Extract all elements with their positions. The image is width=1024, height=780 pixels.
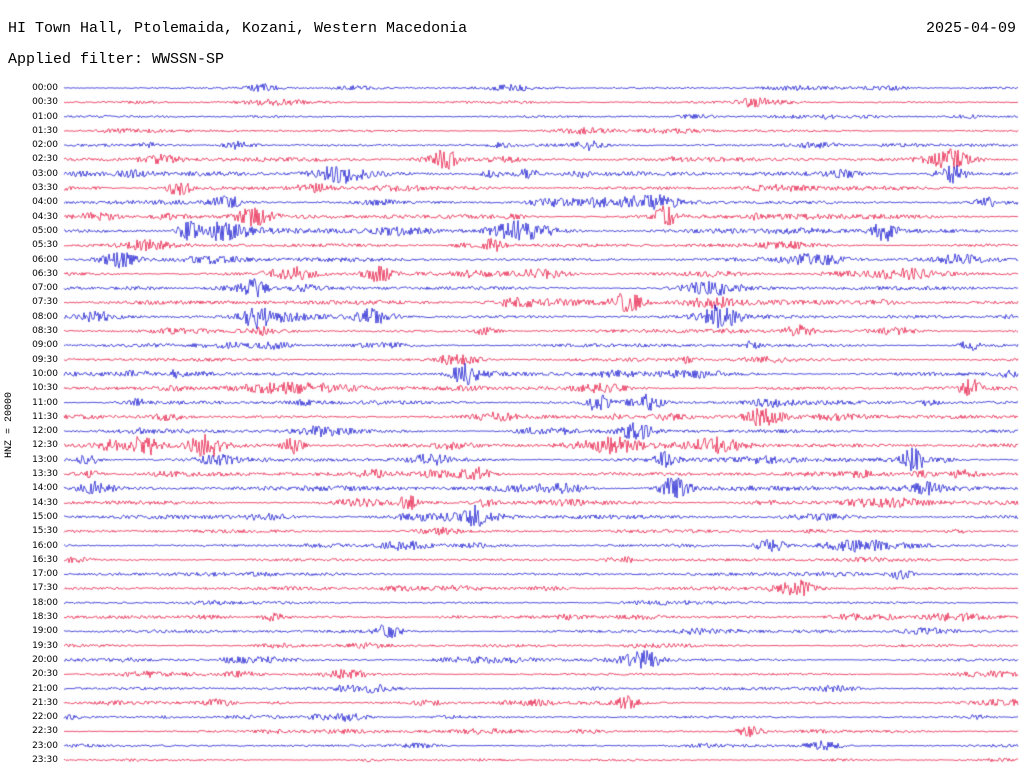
time-label: 13:30: [32, 469, 58, 480]
time-label: 04:00: [32, 197, 58, 208]
time-label: 11:00: [32, 397, 58, 408]
station-title: HI Town Hall, Ptolemaida, Kozani, Wester…: [8, 20, 468, 37]
time-label: 20:00: [32, 654, 58, 665]
time-label: 22:00: [32, 712, 58, 723]
time-label: 15:30: [32, 526, 58, 537]
time-label: 01:30: [32, 125, 58, 136]
time-label: 20:30: [32, 669, 58, 680]
time-label: 21:30: [32, 697, 58, 708]
time-label: 23:30: [32, 755, 58, 765]
time-label: 16:30: [32, 554, 58, 565]
time-label: 10:00: [32, 368, 58, 379]
time-label: 22:30: [32, 726, 58, 737]
time-label: 18:00: [32, 597, 58, 608]
time-label: 23:00: [32, 740, 58, 751]
date-label: 2025-04-09: [925, 20, 1016, 37]
time-label: 16:00: [32, 540, 58, 551]
time-label: 13:00: [32, 454, 58, 465]
time-label: 03:00: [32, 168, 58, 179]
time-label: 01:00: [32, 111, 58, 122]
time-label: 14:30: [32, 497, 58, 508]
time-label: 02:30: [32, 154, 58, 165]
time-label: 11:30: [32, 411, 58, 422]
time-label: 19:30: [32, 640, 58, 651]
time-label: 00:30: [32, 97, 58, 108]
time-label: 21:00: [32, 683, 58, 694]
time-axis: 00:00 00:30 01:00 01:30 02:00 02:30 03:00 03:30…: [0, 0, 60, 780]
time-label: 17:00: [32, 569, 58, 580]
time-label: 17:30: [32, 583, 58, 594]
time-label: 04:30: [32, 211, 58, 222]
time-label: 03:30: [32, 183, 58, 194]
time-label: 12:00: [32, 426, 58, 437]
time-label: 06:30: [32, 268, 58, 279]
time-label: 07:30: [32, 297, 58, 308]
time-label: 19:00: [32, 626, 58, 637]
time-label: 08:00: [32, 311, 58, 322]
time-label: 15:00: [32, 511, 58, 522]
time-label: 05:30: [32, 240, 58, 251]
time-label: 10:30: [32, 383, 58, 394]
time-label: 06:00: [32, 254, 58, 265]
time-label: 09:30: [32, 354, 58, 365]
time-label: 07:00: [32, 283, 58, 294]
filter-label: Applied filter: WWSSN-SP: [8, 51, 225, 68]
time-label: 09:00: [32, 340, 58, 351]
time-label: 12:30: [32, 440, 58, 451]
time-label: 00:00: [32, 83, 58, 93]
time-label: 14:00: [32, 483, 58, 494]
time-label: 05:00: [32, 225, 58, 236]
time-label: 18:30: [32, 612, 58, 623]
time-label: 08:30: [32, 326, 58, 337]
time-label: 02:00: [32, 140, 58, 151]
